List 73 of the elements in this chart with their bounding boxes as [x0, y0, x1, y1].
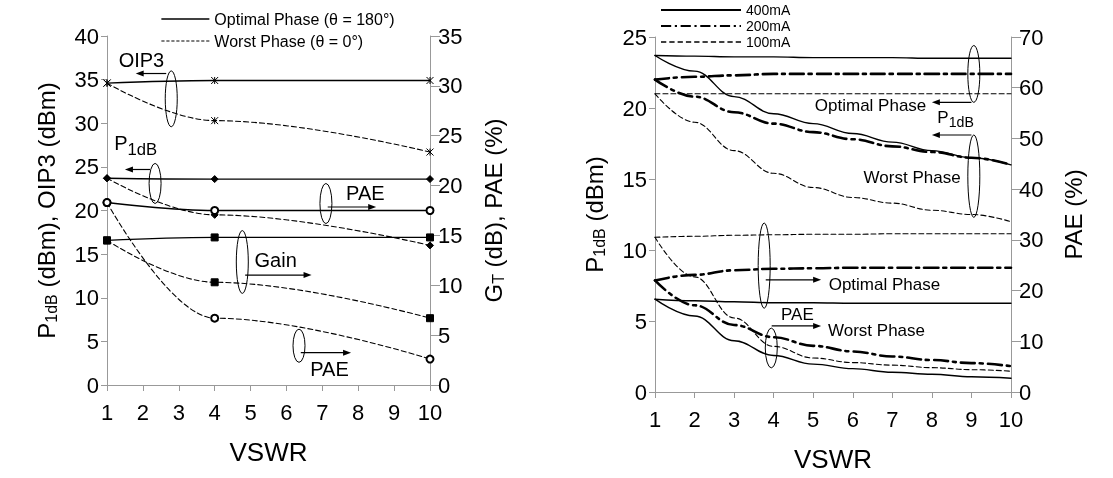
x-tick-label: 1 [100, 399, 114, 425]
x-tick-label: 9 [387, 399, 401, 425]
y2-tick-label: 60 [1019, 75, 1044, 101]
annotation: Optimal Phase [828, 274, 941, 294]
legend-label: 100mA [746, 34, 792, 50]
annotation: PAE [346, 182, 385, 205]
annotation: Optimal Phase [814, 95, 927, 115]
annotation: OIP3 [118, 48, 165, 71]
x-tick-label: 5 [807, 406, 820, 432]
y-tick-label: 0 [86, 372, 99, 398]
legend-label: 200mA [746, 18, 792, 34]
y2-tick-label: 30 [438, 73, 463, 99]
x-tick-label: 6 [846, 406, 859, 432]
x-tick-label: 6 [280, 399, 293, 425]
y-tick-label: 20 [74, 198, 99, 223]
x-axis-title: VSWR [794, 444, 872, 474]
y2-axis-title: PAE (%) [1059, 169, 1087, 260]
text: 400mA [746, 2, 792, 18]
annotation: P$_{1dB}$ [114, 132, 158, 160]
y-tick-label: 25 [74, 154, 99, 180]
x-tick-label: 4 [208, 399, 221, 425]
x-tick-label: 2 [136, 399, 150, 425]
x-axis-title: VSWR [229, 437, 308, 467]
x-tick-label: 4 [767, 406, 780, 432]
y-tick-label: 5 [86, 328, 99, 354]
y-tick-label: 0 [634, 379, 647, 405]
annotation: P$_{1dB}$ [937, 108, 974, 131]
y-axis-title: P1dB (dBm) [580, 156, 608, 273]
y2-tick-label: 20 [438, 173, 463, 199]
y-tick-label: 25 [622, 24, 647, 50]
y2-tick-label: 10 [438, 272, 463, 298]
x-tick-label: 2 [688, 406, 701, 432]
y-tick-label: 15 [74, 241, 99, 267]
y2-tick-label: 40 [1019, 176, 1044, 202]
y2-tick-label: 0 [1019, 379, 1032, 405]
y2-tick-label: 50 [1019, 125, 1044, 151]
y2-tick-label: 70 [1019, 24, 1044, 50]
y2-tick-label: 0 [438, 372, 451, 398]
x-tick-label: 7 [886, 406, 899, 432]
annotation: Worst Phase [863, 167, 961, 187]
x-tick-label: 10 [998, 406, 1024, 432]
annotation: PAE [781, 304, 814, 324]
annotation: PAE [310, 358, 349, 381]
x-tick-label: 9 [965, 406, 978, 432]
y2-axis-title: GT (dB), PAE (%) [479, 118, 507, 303]
x-tick-label: 1 [648, 406, 662, 432]
y2-tick-label: 15 [438, 222, 463, 248]
y2-tick-label: 30 [1019, 227, 1044, 253]
x-tick-label: 3 [727, 406, 741, 432]
y-tick-label: 15 [622, 166, 647, 192]
x-tick-label: 10 [417, 399, 443, 425]
y2-tick-label: 10 [1019, 328, 1044, 354]
y-tick-label: 10 [74, 285, 99, 311]
annotation: Gain [254, 249, 297, 272]
x-tick-label: 3 [172, 399, 185, 425]
y-tick-label: 20 [622, 95, 647, 121]
x-tick-label: 8 [352, 399, 365, 425]
x-tick-label: 5 [244, 399, 257, 425]
y-tick-label: 5 [634, 308, 647, 334]
legend-label: Worst Phase (θ = 0°) [214, 32, 364, 50]
y2-tick-label: 20 [1019, 278, 1044, 304]
y-tick-label: 10 [622, 237, 647, 263]
y-axis-title: P1dB (dBm), OIP3 (dBm) [32, 82, 60, 339]
x-tick-label: 7 [316, 399, 329, 425]
y-tick-label: 35 [74, 67, 99, 93]
x-tick-label: 8 [925, 406, 939, 432]
y2-tick-label: 5 [438, 322, 451, 348]
y-tick-label: 30 [74, 110, 99, 136]
y2-tick-label: 25 [438, 123, 463, 149]
y-tick-label: 40 [74, 23, 99, 49]
y2-tick-label: 35 [438, 23, 463, 49]
annotation: Worst Phase [827, 320, 926, 340]
legend-label: Optimal Phase (θ = 180°) [214, 10, 395, 28]
